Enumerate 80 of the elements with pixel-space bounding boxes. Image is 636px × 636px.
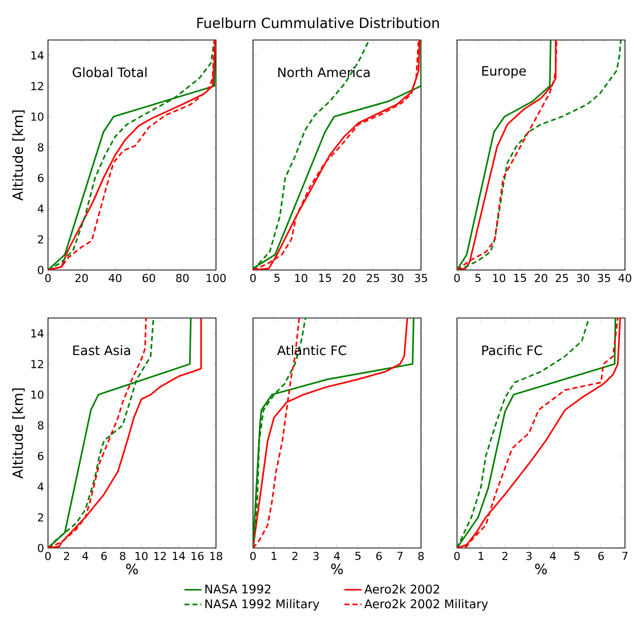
x-tick-label: 7: [622, 552, 628, 560]
y-tick-label: 8: [38, 143, 44, 152]
x-tick-label: 35: [415, 274, 428, 282]
x-tick-label: 0: [250, 274, 256, 282]
y-axis-title: Altitude [km]: [12, 388, 25, 479]
x-tick-label: 16: [192, 552, 204, 560]
x-tick-label: 7: [398, 552, 403, 560]
annotation: East Asia: [73, 345, 130, 356]
x-tick-label: 3: [526, 552, 532, 560]
x-tick-label: 5: [476, 274, 481, 282]
annotation: Global Total: [72, 67, 147, 78]
x-tick-label: 14: [173, 552, 186, 560]
y-tick-label: 14: [32, 51, 44, 60]
y-tick-label: 8: [38, 421, 44, 430]
x-tick-label: 4: [334, 552, 340, 560]
y-tick-label: 6: [38, 174, 44, 182]
x-tick-label: 25: [367, 274, 380, 282]
y-axis-title: Altitude [km]: [12, 110, 25, 201]
x-tick-label: 1: [478, 552, 484, 560]
y-tick-label: 12: [32, 82, 44, 90]
x-tick-label: 6: [101, 552, 107, 560]
annotation: Pacific FC: [482, 345, 542, 356]
x-tick-label: 1: [272, 552, 277, 560]
x-tick-label: 8: [120, 552, 126, 560]
y-tick-label: 14: [32, 329, 44, 338]
x-tick-label: 0: [45, 552, 51, 560]
y-tick-label: 0: [38, 266, 44, 274]
x-tick-label: 4: [82, 552, 88, 560]
x-tick-label: 2: [64, 552, 70, 560]
x-tick-label: 20: [343, 274, 356, 282]
y-tick-label: 4: [38, 482, 44, 491]
x-tick-label: 100: [206, 274, 226, 282]
y-tick-label: 4: [38, 204, 44, 213]
x-tick-label: 0: [454, 274, 460, 282]
x-axis-title: %: [126, 564, 138, 574]
legend-label: NASA 1992: [206, 584, 271, 594]
legend-label: Aero2k 2002 Military: [364, 599, 488, 611]
x-tick-label: 10: [136, 552, 148, 560]
y-tick-label: 0: [38, 544, 44, 552]
x-tick-label: 40: [618, 274, 632, 282]
x-tick-label: 0: [45, 274, 51, 282]
x-tick-label: 12: [154, 552, 166, 560]
x-tick-label: 18: [210, 552, 222, 560]
legend-label: NASA 1992 Military: [206, 599, 320, 611]
y-tick-label: 10: [32, 390, 44, 399]
x-tick-label: 15: [319, 274, 332, 282]
x-tick-label: 5: [356, 552, 361, 560]
x-tick-label: 20: [76, 274, 88, 282]
x-tick-label: 30: [391, 274, 404, 282]
legend-label: Aero2k 2002: [364, 584, 440, 594]
x-tick-label: 60: [142, 274, 156, 282]
x-tick-label: 10: [493, 274, 506, 282]
x-tick-label: 0: [250, 552, 256, 560]
x-tick-label: 25: [556, 274, 568, 282]
x-tick-label: 35: [598, 274, 610, 282]
x-tick-label: 80: [176, 274, 189, 282]
y-tick-label: 2: [38, 513, 44, 522]
x-tick-label: 5: [574, 552, 580, 560]
x-tick-label: 3: [314, 552, 319, 560]
x-tick-label: 6: [598, 552, 604, 560]
y-tick-label: 12: [32, 360, 44, 368]
y-tick-label: 2: [38, 235, 44, 244]
y-tick-label: 6: [38, 452, 44, 460]
x-tick-label: 8: [418, 552, 424, 560]
x-tick-label: 2: [502, 552, 508, 560]
x-tick-label: 15: [514, 274, 526, 282]
x-axis-title: %: [331, 564, 344, 574]
annotation: Europe: [482, 66, 526, 78]
y-tick-label: 10: [32, 112, 44, 121]
x-axis-title: %: [535, 564, 548, 574]
x-tick-label: 20: [535, 274, 548, 282]
x-tick-label: 0: [454, 552, 460, 560]
x-tick-label: 5: [274, 274, 280, 282]
x-tick-label: 40: [108, 274, 122, 282]
x-tick-label: 2: [292, 552, 298, 560]
x-tick-label: 4: [550, 552, 556, 560]
x-tick-label: 30: [577, 274, 590, 282]
x-tick-label: 6: [376, 552, 382, 560]
x-tick-label: 10: [295, 274, 308, 282]
chart-title: Fuelburn Cummulative Distribution: [198, 17, 440, 28]
